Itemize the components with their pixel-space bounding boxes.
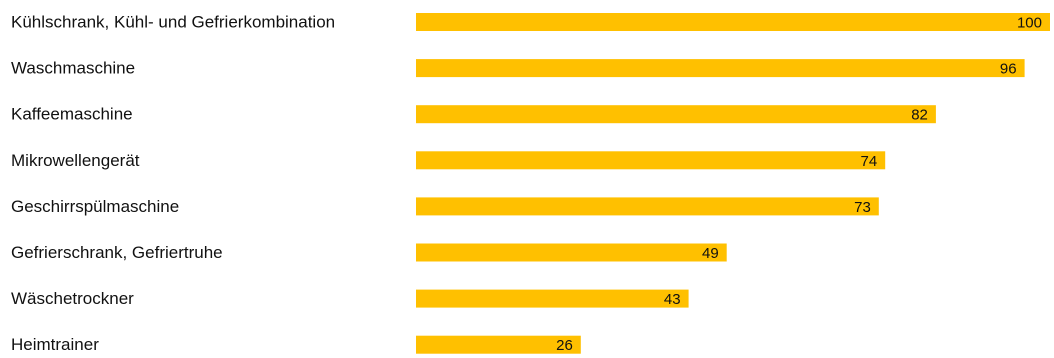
- bar: [416, 59, 1025, 78]
- bar: [416, 151, 886, 170]
- bar: [416, 243, 727, 262]
- bar: [416, 13, 1050, 31]
- category-label: Waschmaschine: [11, 59, 135, 78]
- category-label: Kaffeemaschine: [11, 105, 133, 124]
- bar: [416, 197, 879, 216]
- category-label: Gefrierschrank, Gefriertruhe: [11, 243, 223, 262]
- value-label: 26: [556, 337, 573, 354]
- value-label: 100: [1017, 15, 1042, 32]
- category-label: Geschirrspülmaschine: [11, 197, 179, 216]
- bar: [416, 105, 936, 124]
- bar: [416, 335, 581, 354]
- category-label: Heimtrainer: [11, 335, 99, 354]
- category-label: Wäschetrockner: [11, 289, 134, 308]
- value-label: 43: [664, 291, 681, 308]
- value-label: 96: [1000, 61, 1017, 78]
- category-label: Kühlschrank, Kühl- und Gefrierkombinatio…: [11, 13, 335, 32]
- value-label: 82: [911, 107, 928, 124]
- value-label: 73: [854, 199, 871, 216]
- value-label: 74: [861, 153, 878, 170]
- value-label: 49: [702, 245, 719, 262]
- category-label: Mikrowellengerät: [11, 151, 140, 170]
- bar: [416, 289, 689, 308]
